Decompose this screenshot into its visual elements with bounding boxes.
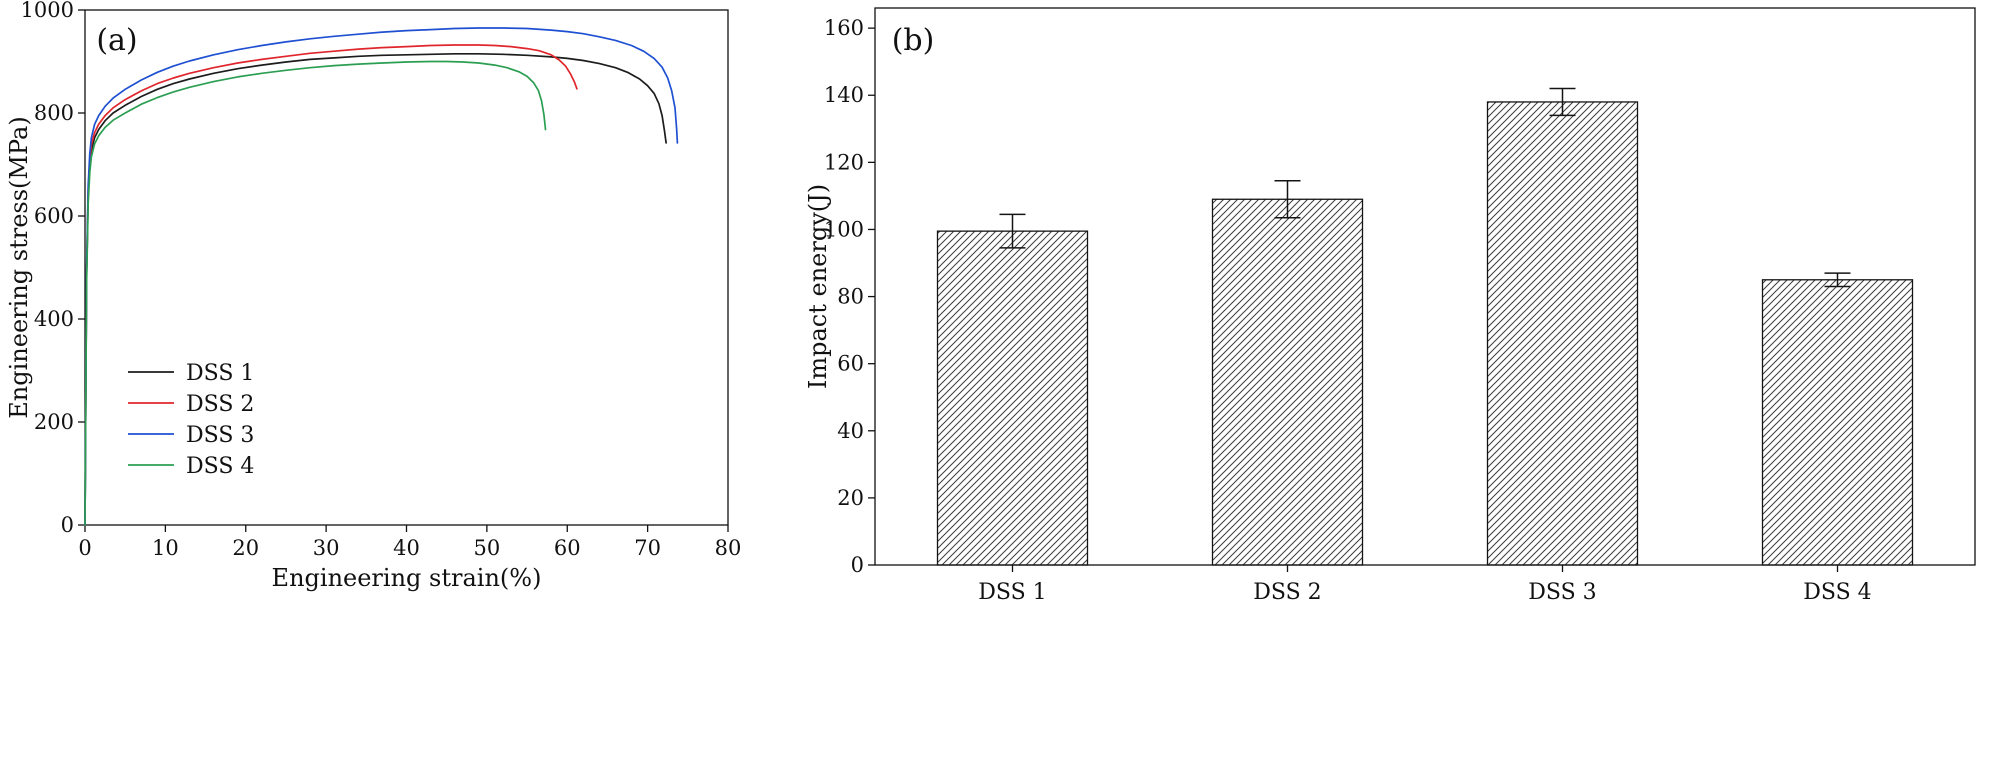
x-tick-label: 30 xyxy=(313,536,340,560)
legend-label-dss-3: DSS 3 xyxy=(186,423,254,448)
x-axis-title: Engineering strain(%) xyxy=(272,564,542,592)
legend-label-dss-1: DSS 1 xyxy=(186,361,254,386)
y-tick-label: 80 xyxy=(837,285,864,309)
y-tick-label: 1000 xyxy=(21,0,74,22)
bar-dss-3 xyxy=(1486,101,1639,566)
y-tick-label: 60 xyxy=(837,352,864,376)
series-line-dss-3 xyxy=(84,27,679,526)
panel-label-b: (b) xyxy=(892,23,935,58)
bar-dss-2 xyxy=(1211,198,1364,566)
category-label-dss-2: DSS 2 xyxy=(1253,580,1321,605)
category-label-dss-4: DSS 4 xyxy=(1803,580,1871,605)
x-tick-label: 60 xyxy=(554,536,581,560)
x-tick-label: 20 xyxy=(232,536,259,560)
y-tick-label: 400 xyxy=(34,307,74,331)
legend-label-dss-4: DSS 4 xyxy=(186,454,254,479)
y-tick-label: 100 xyxy=(824,217,864,241)
bar-dss-4 xyxy=(1761,279,1914,566)
stress-strain-line-chart: 0 10 20 30 40 50 60 70 8002004006008001000Engine… xyxy=(5,0,742,592)
plot-frame xyxy=(874,7,1976,566)
x-tick-label: 40 xyxy=(393,536,420,560)
y-tick-label: 140 xyxy=(824,83,864,107)
y-tick-label: 0 xyxy=(851,553,864,577)
category-label-dss-3: DSS 3 xyxy=(1528,580,1596,605)
x-tick-label: 50 xyxy=(474,536,501,560)
series-line-dss-4 xyxy=(84,60,547,526)
bar-dss-1 xyxy=(936,230,1089,566)
y-tick-label: 120 xyxy=(824,150,864,174)
series-line-dss-2 xyxy=(84,44,578,526)
impact-energy-bar-chart: 0 20 40 60 80 100 120 140 160 Impact energy(J) (b)… xyxy=(804,7,1976,605)
category-label-dss-1: DSS 1 xyxy=(978,580,1046,605)
x-tick-label: 80 xyxy=(715,536,742,560)
x-tick-label: 10 xyxy=(152,536,179,560)
x-tick-label: 70 xyxy=(634,536,661,560)
y-tick-label: 600 xyxy=(34,204,74,228)
legend-label-dss-2: DSS 2 xyxy=(186,392,254,417)
y-tick-label: 0 xyxy=(61,513,74,537)
y-tick-label: 160 xyxy=(824,16,864,40)
series-line-dss-1 xyxy=(84,52,667,526)
y-tick-label: 800 xyxy=(34,101,74,125)
plot-frame xyxy=(84,9,729,526)
panel-label-a: (a) xyxy=(96,23,137,58)
y-tick-label: 40 xyxy=(837,419,864,443)
y-axis-title: Engineering stress(MPa) xyxy=(5,116,33,418)
y-tick-label: 20 xyxy=(837,486,864,510)
x-tick-label: 0 xyxy=(78,536,91,560)
y-tick-label: 200 xyxy=(34,410,74,434)
y-axis-title: Impact energy(J) xyxy=(804,184,832,389)
